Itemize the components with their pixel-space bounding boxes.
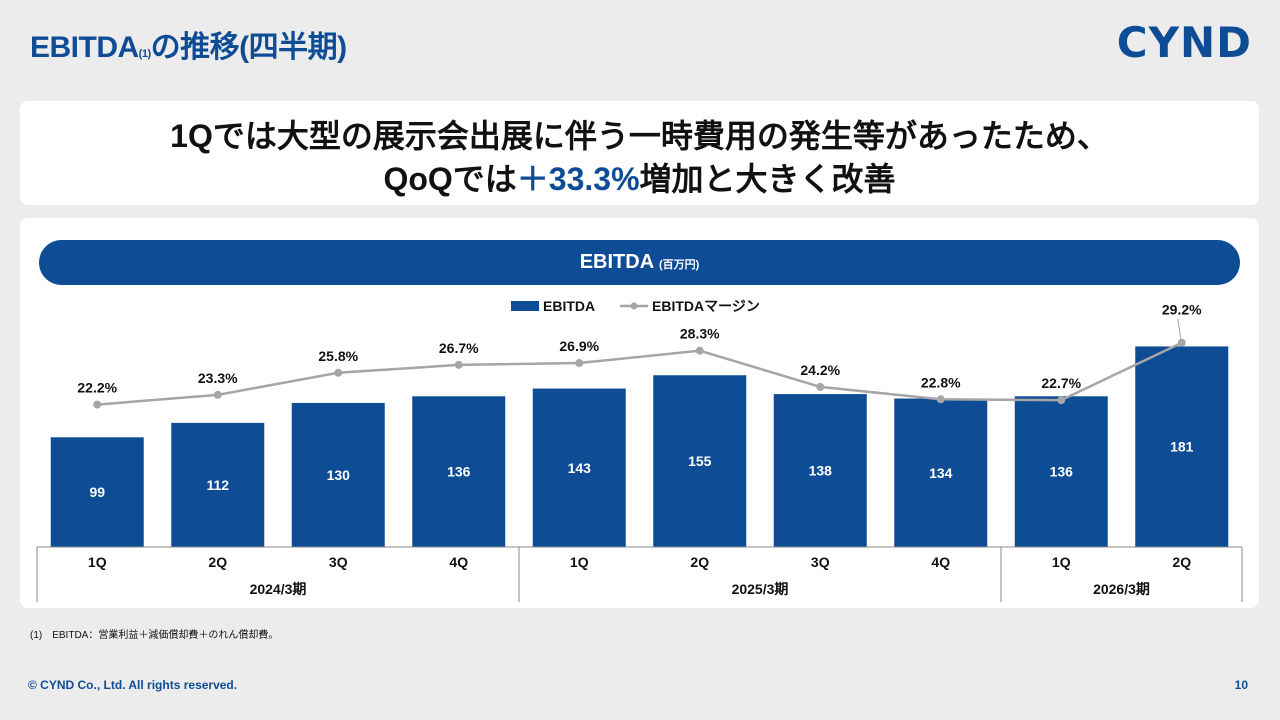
margin-value-label: 29.2%: [1162, 302, 1202, 318]
margin-point: [1057, 396, 1066, 405]
bar-ebitda: [532, 388, 626, 547]
margin-value-label: 22.7%: [1041, 375, 1081, 391]
margin-point: [575, 359, 584, 368]
x-tick-label: 1Q: [88, 554, 107, 570]
margin-value-label: 23.3%: [198, 370, 238, 386]
x-tick-label: 3Q: [329, 554, 348, 570]
bar-value-label: 112: [206, 477, 229, 493]
bar-ebitda: [773, 394, 867, 547]
margin-line: [97, 341, 1183, 406]
headline-line-2: QoQでは＋33.3%増加と大きく改善: [20, 154, 1259, 200]
footnote: (1) EBITDA：営業利益＋減価償却費＋のれん償却費。: [30, 630, 279, 641]
bar-ebitda: [50, 437, 144, 547]
chart-unit: (百万円): [658, 259, 700, 271]
page-title-tail: の推移(四半期): [150, 31, 347, 64]
legend-swatch-ebitda: [511, 301, 539, 311]
x-group-label: 2024/3期: [250, 581, 307, 597]
margin-point: [454, 360, 463, 369]
margin-value-label: 26.9%: [559, 338, 599, 354]
margin-value-label: 24.2%: [800, 362, 840, 378]
margin-value-label: 22.8%: [921, 374, 961, 390]
margin-point: [334, 368, 343, 377]
bar-ebitda: [412, 396, 506, 547]
x-tick-label: 1Q: [1052, 554, 1071, 570]
bar-ebitda: [1135, 346, 1229, 547]
bar-value-label: 99: [89, 484, 105, 500]
company-logo: CYND: [1116, 18, 1252, 67]
bar-value-label: 136: [447, 464, 471, 480]
headline-line-1: 1Qでは大型の展示会出展に伴う一時費用の発生等があったため、: [170, 118, 1109, 154]
bar-ebitda: [171, 422, 265, 547]
bar-value-label: 155: [688, 453, 712, 469]
headline-accent-value: ＋33.3%: [516, 161, 640, 197]
page-title-main: EBITDA: [30, 31, 139, 64]
headline-line-2-post: 増加と大きく改善: [639, 161, 896, 197]
bar-value-label: 134: [929, 465, 953, 481]
ebitda-chart: EBITDA EBITDAマージン 99 112 130 136 143 155 138 134 1…: [36, 298, 1243, 602]
chart-title: EBITDA: [579, 251, 654, 273]
bar-value-label: 136: [1050, 464, 1074, 480]
x-group-label: 2026/3期: [1093, 581, 1150, 597]
legend-swatch-margin-marker: [630, 302, 638, 310]
x-tick-label: 2Q: [1172, 554, 1191, 570]
x-tick-label: 2Q: [690, 554, 709, 570]
x-tick-label: 4Q: [449, 554, 468, 570]
margin-value-label: 26.7%: [439, 340, 479, 356]
x-tick-label: 1Q: [570, 554, 589, 570]
chart-title-banner: EBITDA (百万円): [39, 240, 1240, 285]
bar-value-label: 143: [568, 460, 592, 476]
headline-line-2-pre: QoQでは: [383, 161, 517, 197]
copyright: © CYND Co., Ltd. All rights reserved.: [28, 678, 238, 692]
x-group-label: 2025/3期: [732, 581, 789, 597]
margin-point: [93, 400, 102, 409]
margin-point: [936, 395, 945, 404]
headline-box: 1Qでは大型の展示会出展に伴う一時費用の発生等があったため、 QoQでは＋33.…: [20, 101, 1259, 205]
margin-value-label: 22.2%: [77, 380, 117, 396]
margin-point: [695, 346, 704, 355]
margin-value-label: 25.8%: [318, 348, 358, 364]
bar-ebitda: [291, 402, 385, 547]
bar-ebitda: [1014, 396, 1108, 547]
page-title: EBITDA(1)の推移(四半期): [30, 22, 347, 66]
margin-label-leader: [1177, 318, 1182, 339]
page-title-note: (1): [138, 48, 151, 60]
margin-point: [213, 390, 222, 399]
x-tick-label: 4Q: [931, 554, 950, 570]
chart-panel: EBITDA (百万円) EBITDA EBITDAマージン 99 112 130 136…: [20, 218, 1259, 608]
bar-value-label: 138: [809, 463, 833, 479]
bar-ebitda: [653, 375, 747, 547]
margin-point: [816, 382, 825, 391]
margin-value-label: 28.3%: [680, 326, 720, 342]
legend-label-margin: EBITDAマージン: [652, 298, 760, 314]
bar-value-label: 181: [1170, 439, 1194, 455]
margin-point: [1177, 338, 1186, 347]
page-number: 10: [1234, 678, 1248, 692]
bar-ebitda: [894, 398, 988, 547]
bar-value-label: 130: [327, 467, 351, 483]
legend-label-ebitda: EBITDA: [543, 298, 595, 314]
x-tick-label: 3Q: [811, 554, 830, 570]
x-tick-label: 2Q: [208, 554, 227, 570]
